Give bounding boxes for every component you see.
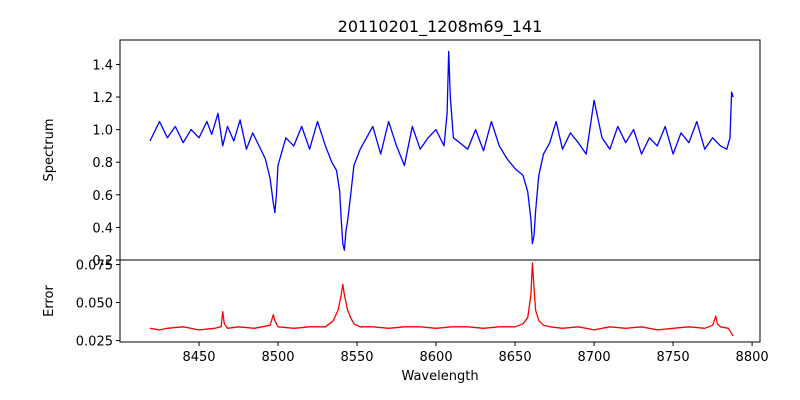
error-plot: 0.025 0.050 0.075 8450 8500 8550 8600 8650 8700 8… xyxy=(42,259,769,384)
error-y-tick-label: 0.050 xyxy=(76,297,113,312)
x-axis-label: Wavelength xyxy=(401,369,478,384)
spectrum-axes-frame xyxy=(119,39,761,261)
error-y-axis-label: Error xyxy=(42,285,57,317)
x-tick-label: 8600 xyxy=(420,350,453,365)
spectrum-y-tick-label: 0.8 xyxy=(92,156,113,171)
error-series-line xyxy=(149,262,734,337)
spectrum-y-ticks: 0.2 0.4 0.6 0.8 1.0 1.2 1.4 xyxy=(92,58,120,269)
spectrum-y-tick-label: 0.4 xyxy=(92,221,113,236)
x-tick-label: 8650 xyxy=(499,350,532,365)
spectrum-plot: 0.2 0.4 0.6 0.8 1.0 1.2 1.4 Spectrum xyxy=(42,39,761,269)
x-tick-label: 8450 xyxy=(182,350,215,365)
x-tick-label: 8800 xyxy=(736,350,769,365)
error-y-tick-label: 0.025 xyxy=(76,334,113,349)
spectrum-series-line xyxy=(149,50,734,251)
chart-title: 20110201_1208m69_141 xyxy=(338,17,543,37)
error-axes-frame xyxy=(119,259,761,343)
spectrum-y-tick-label: 1.0 xyxy=(92,124,113,139)
x-tick-label: 8500 xyxy=(261,350,294,365)
spectrum-y-tick-label: 1.2 xyxy=(92,91,113,106)
error-ticks: 0.025 0.050 0.075 8450 8500 8550 8600 8650 8700 8… xyxy=(76,259,769,365)
spectrum-y-tick-label: 1.4 xyxy=(92,58,113,73)
spectrum-y-tick-label: 0.2 xyxy=(92,254,113,269)
spectrum-y-tick-label: 0.6 xyxy=(92,189,113,204)
spectrum-lines xyxy=(149,50,734,251)
error-lines xyxy=(149,262,734,337)
error-y-tick-label: 0.075 xyxy=(76,259,113,274)
x-tick-label: 8550 xyxy=(340,350,373,365)
x-tick-label: 8700 xyxy=(578,350,611,365)
x-tick-label: 8750 xyxy=(657,350,690,365)
spectrum-y-axis-label: Spectrum xyxy=(42,119,57,182)
